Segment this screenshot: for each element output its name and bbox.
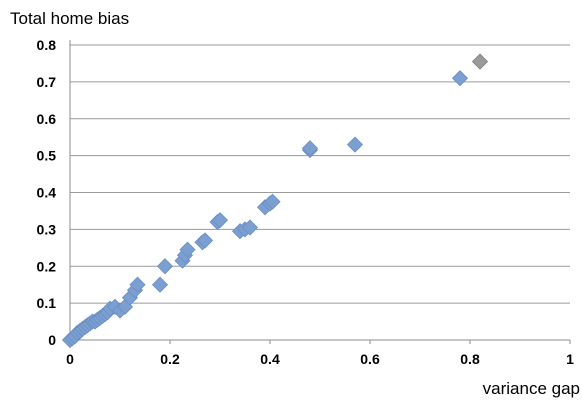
y-tick-label: 0.4 (37, 185, 57, 201)
data-point (129, 276, 146, 293)
y-tick-label: 0.7 (37, 74, 57, 90)
x-tick-label: 0.8 (460, 351, 480, 367)
x-tick-label: 0.2 (160, 351, 180, 367)
y-tick-label: 0.3 (37, 221, 57, 237)
data-point (151, 276, 169, 293)
data-point (196, 232, 214, 249)
data-point (301, 140, 319, 157)
x-axis-label: variance gap (483, 379, 580, 398)
data-point (241, 219, 259, 236)
y-axis-ticks: 0 0.1 0.2 0.3 0.4 0.5 0.6 0.7 0.8 (37, 37, 57, 348)
y-tick-label: 0.1 (37, 295, 57, 311)
x-tick-label: 1 (566, 351, 574, 367)
y-tick-label: 0.8 (37, 37, 57, 53)
data-point (264, 193, 281, 210)
data-point (179, 241, 196, 258)
x-tick-label: 0.6 (360, 351, 380, 367)
y-tick-label: 0.5 (37, 148, 57, 164)
chart-title: Total home bias (10, 9, 129, 28)
y-tick-label: 0 (48, 332, 56, 348)
x-axis-ticks: 0 0.2 0.4 0.6 0.8 1 (66, 340, 574, 367)
y-tick-label: 0.2 (37, 258, 57, 274)
data-point (211, 212, 229, 229)
data-point (346, 136, 364, 153)
data-points (61, 53, 489, 349)
x-tick-label: 0 (66, 351, 74, 367)
data-point (471, 53, 489, 70)
x-tick-label: 0.4 (260, 351, 280, 367)
grid-lines (69, 40, 570, 341)
data-point (156, 258, 174, 275)
data-point (451, 70, 469, 87)
y-tick-label: 0.6 (37, 111, 57, 127)
